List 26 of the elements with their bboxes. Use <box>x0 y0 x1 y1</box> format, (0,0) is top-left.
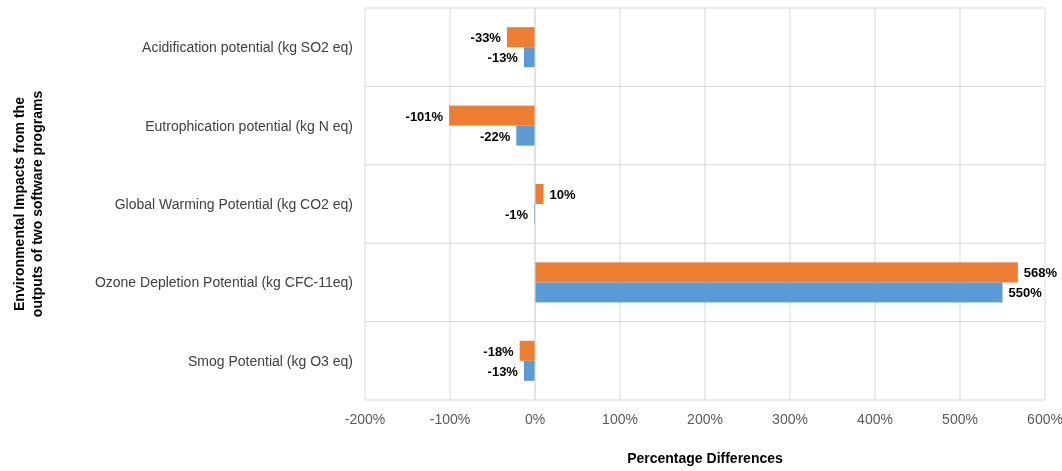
data-label: -33% <box>470 30 502 46</box>
x-tick-label: -100% <box>429 411 471 427</box>
data-label: -13% <box>487 50 519 66</box>
y-tick-label: Smog Potential (kg O3 eq) <box>188 352 353 369</box>
x-axis-title: Percentage Differences <box>627 450 784 466</box>
x-tick-label: 0% <box>524 411 546 427</box>
y-axis-title: Environmental Impacts from the outputs of two software programs <box>11 90 45 318</box>
data-label: -1% <box>505 207 529 222</box>
y-tick-label: Acidification potential (kg SO2 eq) <box>142 39 353 56</box>
x-tick-label: -200% <box>344 411 386 427</box>
data-label: -22% <box>479 128 511 144</box>
x-tick-label: 200% <box>687 411 723 427</box>
data-label: -13% <box>487 363 519 379</box>
data-label: -101% <box>405 108 444 124</box>
x-tick-label: 400% <box>857 411 893 427</box>
x-tick-label: 500% <box>942 411 978 427</box>
data-label: 10% <box>549 187 576 202</box>
x-tick-label: 300% <box>772 411 808 427</box>
x-tick-label: 100% <box>602 411 638 427</box>
y-tick-label: Ozone Depletion Potential (kg CFC-11eq) <box>94 274 353 291</box>
data-label: -18% <box>483 343 515 359</box>
x-tick-label: 600% <box>1027 411 1062 427</box>
y-tick-label: Eutrophication potential (kg N eq) <box>145 117 353 134</box>
data-label: 568% <box>1023 265 1058 281</box>
data-label: 550% <box>1008 285 1043 301</box>
y-tick-label: Global Warming Potential (kg CO2 eq) <box>114 196 353 212</box>
